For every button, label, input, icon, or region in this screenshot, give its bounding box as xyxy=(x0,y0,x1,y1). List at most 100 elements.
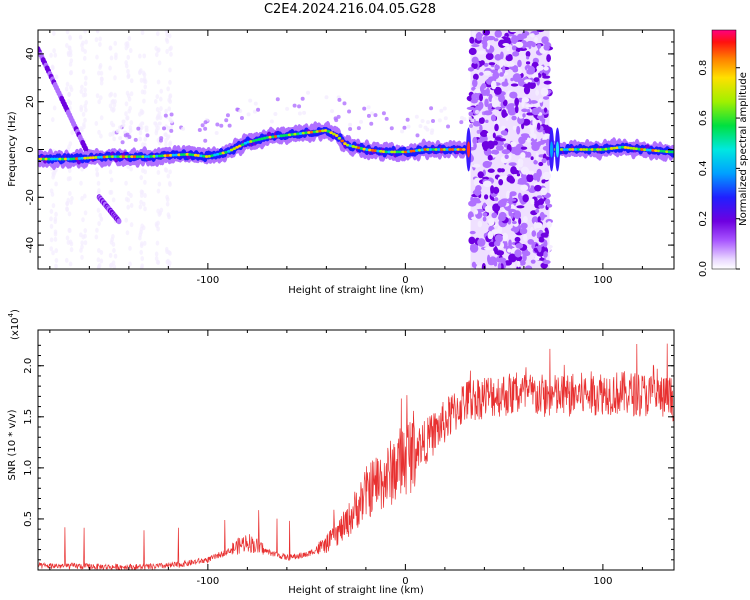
y-tick-label: -20 xyxy=(25,189,36,205)
noise-blob xyxy=(538,161,544,167)
noise-blob xyxy=(165,38,170,44)
noise-blob xyxy=(544,133,550,137)
noise-blob xyxy=(69,70,74,76)
noise-blob xyxy=(139,77,144,83)
trace-core xyxy=(290,133,295,136)
noise-blob xyxy=(502,232,509,242)
noise-blob xyxy=(510,227,519,232)
noise-blob xyxy=(159,106,163,112)
spectrogram-marks xyxy=(38,30,674,269)
trace-core xyxy=(576,148,581,151)
noise-blob xyxy=(133,137,138,142)
trace-core xyxy=(387,150,391,154)
noise-blob xyxy=(82,55,87,61)
noise-blob xyxy=(483,62,489,67)
trace-core xyxy=(439,148,444,151)
trace-core xyxy=(271,135,275,139)
trace-core xyxy=(618,146,622,149)
noise-blob xyxy=(519,227,528,235)
trace-core xyxy=(321,129,325,133)
noise-blob xyxy=(155,240,160,246)
noise-blob xyxy=(467,115,472,120)
noise-blob xyxy=(418,124,423,129)
noise-blob xyxy=(543,239,548,248)
trace-core xyxy=(44,157,49,161)
noise-blob xyxy=(526,69,533,75)
noise-blob xyxy=(156,170,161,176)
noise-blob xyxy=(541,157,547,164)
noise-blob xyxy=(381,111,386,116)
trace-core xyxy=(665,150,669,154)
snr-ylabel: SNR (10 * v/v) xyxy=(7,409,18,480)
noise-blob xyxy=(109,189,114,195)
trace-core xyxy=(119,155,123,159)
noise-blob xyxy=(67,144,71,150)
noise-blob xyxy=(139,192,144,198)
noise-blob xyxy=(517,158,524,166)
noise-blob xyxy=(543,251,548,258)
noise-blob xyxy=(402,125,407,130)
noise-blob xyxy=(512,51,520,57)
noise-blob xyxy=(108,45,113,51)
noise-blob xyxy=(79,232,83,238)
noise-blob xyxy=(156,188,161,194)
noise-blob xyxy=(369,121,374,126)
noise-blob xyxy=(475,264,482,269)
noise-blob xyxy=(470,244,478,248)
noise-blob xyxy=(128,105,132,111)
noise-blob xyxy=(494,106,502,110)
x-tick-label: 0 xyxy=(402,576,408,587)
noise-blob xyxy=(140,121,145,126)
noise-blob xyxy=(482,40,488,49)
noise-blob xyxy=(477,138,483,143)
noise-blob xyxy=(83,49,87,55)
trace-core xyxy=(590,148,595,151)
noise-blob xyxy=(159,88,164,94)
noise-blob xyxy=(83,117,87,123)
trace-core xyxy=(609,147,614,150)
noise-blob xyxy=(129,203,134,209)
trace-core xyxy=(456,148,461,151)
trace-core xyxy=(88,156,93,160)
noise-blob xyxy=(126,73,131,79)
noise-blob xyxy=(531,107,540,116)
noise-blob xyxy=(181,126,186,131)
noise-blob xyxy=(472,73,479,81)
noise-blob xyxy=(84,100,88,106)
noise-blob xyxy=(471,56,479,64)
noise-blob xyxy=(468,47,477,56)
noise-blob xyxy=(95,30,100,33)
trace-core xyxy=(362,147,367,151)
trace-core xyxy=(667,150,672,154)
trace-core xyxy=(340,139,344,143)
trace-core xyxy=(52,157,57,161)
noise-blob xyxy=(489,250,496,256)
trace-core xyxy=(282,134,286,137)
noise-blob xyxy=(532,118,537,127)
trace-core xyxy=(431,148,436,151)
trace-core xyxy=(573,148,578,151)
noise-blob xyxy=(302,110,307,115)
noise-blob xyxy=(540,187,548,196)
trace-core xyxy=(168,153,173,157)
noise-blob xyxy=(526,124,535,129)
noise-blob xyxy=(53,52,58,58)
noise-blob xyxy=(493,86,502,95)
noise-blob xyxy=(68,100,73,106)
noise-blob xyxy=(81,111,86,117)
noise-blob xyxy=(526,137,531,143)
noise-blob xyxy=(528,43,532,50)
snr-xlabel: Height of straight line (km) xyxy=(288,585,424,596)
noise-blob xyxy=(540,87,549,97)
noise-blob xyxy=(118,125,123,130)
noise-blob xyxy=(497,214,506,222)
noise-blob xyxy=(126,68,130,74)
noise-blob xyxy=(510,83,519,87)
trace-core xyxy=(97,155,101,159)
noise-blob xyxy=(468,236,476,245)
noise-blob xyxy=(126,190,131,196)
noise-blob xyxy=(81,40,85,46)
noise-blob xyxy=(49,223,54,229)
y-tick-label: -40 xyxy=(25,237,36,253)
trace-core xyxy=(262,136,267,140)
